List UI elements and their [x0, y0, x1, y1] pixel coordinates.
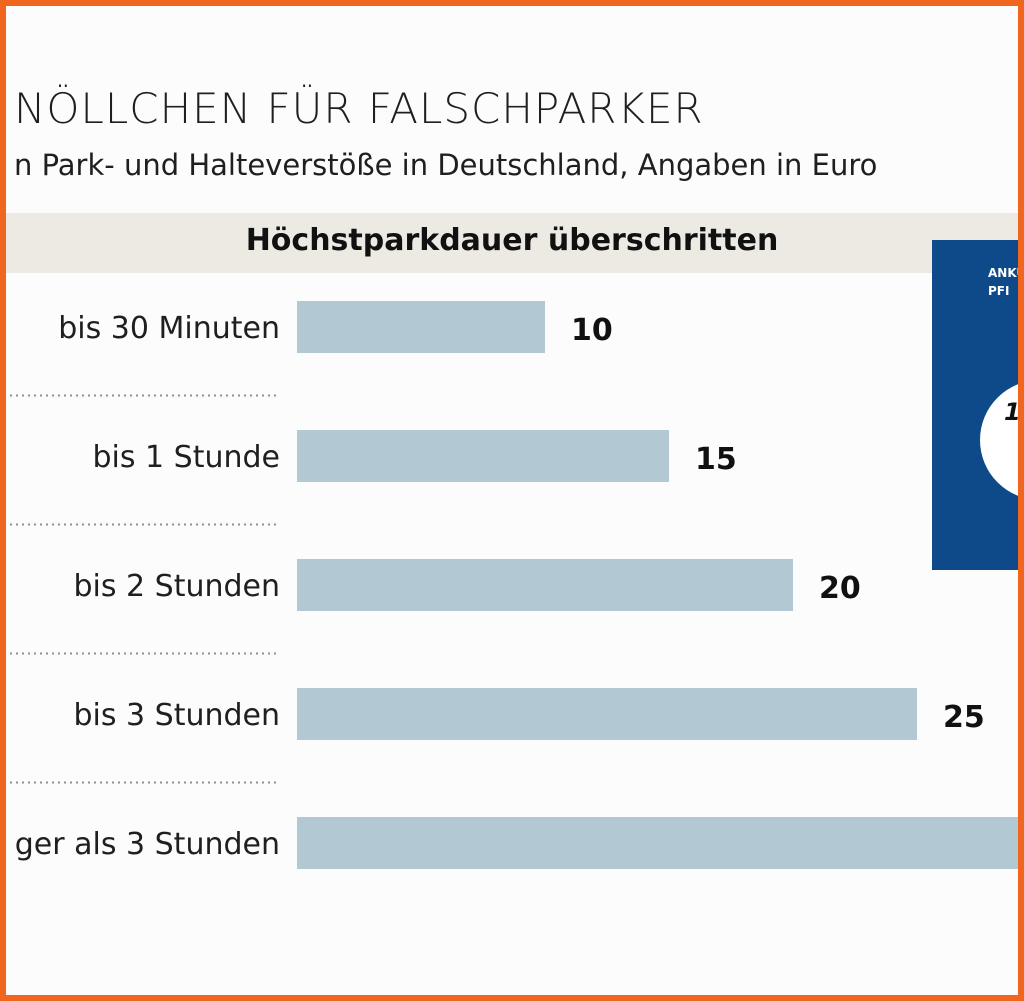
parking-sign-slot — [1020, 452, 1024, 548]
category-label-1: bis 1 Stunde — [93, 440, 281, 475]
category-label-4: ger als 3 Stunden — [15, 827, 280, 862]
bar-1 — [297, 430, 669, 482]
value-label-1: 15 — [695, 442, 737, 477]
bar-3 — [297, 688, 917, 740]
value-label-2: 20 — [819, 571, 861, 606]
bar-2 — [297, 559, 793, 611]
bar-4 — [297, 817, 1018, 869]
parking-sign-text-line1: ANKU — [988, 266, 1024, 280]
parking-sign-text: ANKU PFI — [988, 264, 1024, 300]
parking-disc-label: 11 — [1004, 398, 1021, 426]
section-band: Höchstparkdauer überschritten — [6, 213, 1018, 273]
parking-sign-illustration: ANKU PFI 11 — [932, 240, 1024, 570]
category-label-0: bis 30 Minuten — [58, 311, 280, 346]
bar-chart: bis 30 Minuten 10 bis 1 Stunde 15 bis 2 Stun… — [10, 301, 1018, 869]
category-label-2: bis 2 Stunden — [73, 569, 280, 604]
category-label-3: bis 3 Stunden — [73, 698, 280, 733]
value-label-0: 10 — [571, 313, 613, 348]
chart-subtitle: n Park- und Halteverstöße in Deutschland… — [14, 148, 878, 182]
chart-title: NÖLLCHEN FÜR FALSCHPARKER — [14, 84, 704, 133]
section-heading: Höchstparkdauer überschritten — [245, 223, 779, 258]
bar-0 — [297, 301, 545, 353]
value-label-3: 25 — [943, 700, 985, 735]
parking-sign-text-line2: PFI — [988, 284, 1010, 298]
